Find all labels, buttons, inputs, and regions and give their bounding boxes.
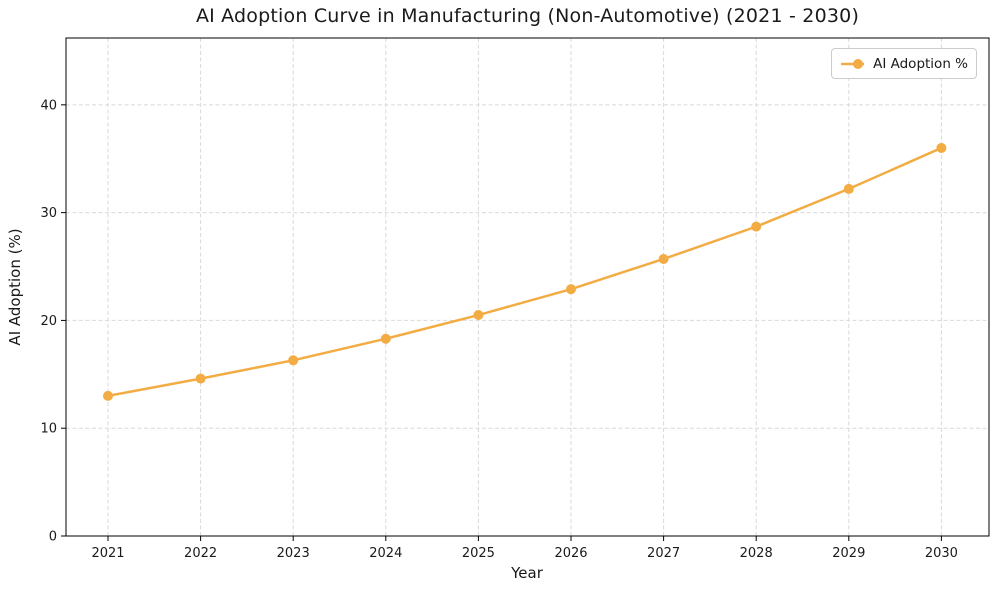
data-point	[380, 333, 391, 344]
legend-label: AI Adoption %	[873, 55, 968, 72]
y-axis-label: AI Adoption (%)	[6, 228, 24, 345]
legend-marker-dot	[853, 58, 863, 69]
y-tick-label: 40	[40, 98, 57, 113]
y-tick-label: 30	[40, 206, 57, 221]
y-tick-label: 20	[40, 314, 57, 329]
plot-generated-layer: 2021 2022 2023 2024 2025 2026 2027 2028 2029 2030…	[40, 37, 990, 561]
x-tick-label: 2023	[277, 546, 310, 561]
x-tick-label: 2030	[925, 546, 958, 561]
x-tick-label: 2025	[462, 546, 495, 561]
data-point	[751, 221, 762, 232]
y-tick-label: 0	[49, 530, 57, 545]
x-tick-label: 2026	[554, 546, 587, 561]
data-point	[566, 284, 576, 295]
x-tick-label: 2024	[369, 546, 402, 561]
x-tick-label: 2027	[647, 546, 680, 561]
x-tick-label: 2021	[91, 546, 124, 561]
x-tick-label: 2028	[740, 546, 773, 561]
data-point	[658, 253, 669, 264]
data-point	[843, 183, 854, 194]
legend: AI Adoption %	[831, 48, 977, 79]
legend-line-marker-icon	[841, 58, 865, 69]
data-point	[288, 355, 299, 366]
data-point	[195, 373, 206, 384]
data-point	[473, 310, 484, 321]
x-axis-label: Year	[510, 564, 544, 582]
chart-title: AI Adoption Curve in Manufacturing (Non-…	[195, 5, 860, 27]
data-point	[936, 142, 947, 153]
axes-spines	[65, 37, 990, 537]
x-tick-label: 2029	[832, 546, 865, 561]
data-point	[103, 390, 113, 401]
series-line	[106, 146, 943, 398]
x-tick-label: 2022	[184, 546, 217, 561]
y-tick-label: 10	[40, 422, 57, 437]
